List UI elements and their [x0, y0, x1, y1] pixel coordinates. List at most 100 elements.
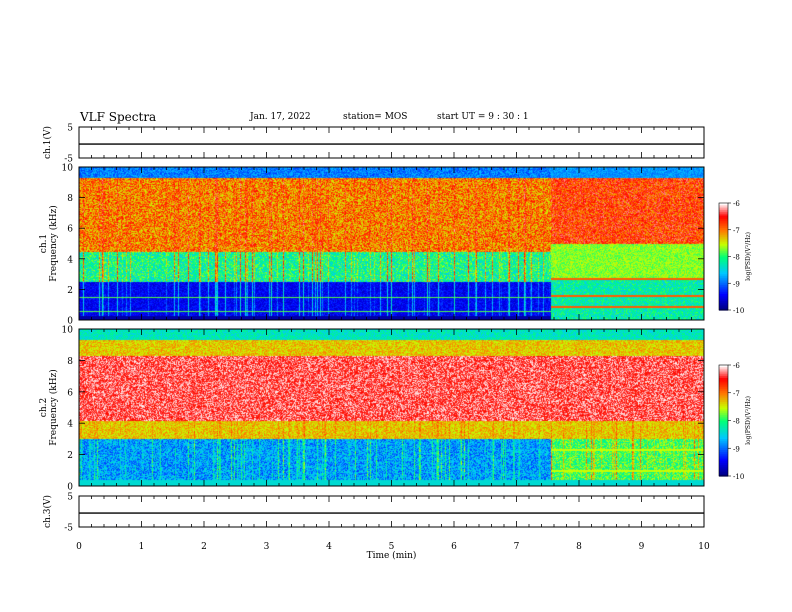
- ch1-spectrogram-ylabel-frequency: Frequency (kHz): [48, 205, 59, 282]
- colorbar-cell: [719, 383, 728, 386]
- colorbar-cell: [719, 416, 728, 420]
- colorbar-cell: [719, 256, 728, 259]
- ch1-spectrogram-ylabel-channel: ch.1: [39, 234, 49, 253]
- y-tick-label: -5: [64, 155, 73, 165]
- spectrogram-image-ch1: [79, 167, 704, 320]
- colorbar-cell: [719, 245, 728, 249]
- x-tick-label: 2: [201, 542, 207, 552]
- colorbar-cell: [719, 224, 728, 227]
- colorbar-cell: [719, 267, 728, 270]
- station-label: station= MOS: [343, 112, 408, 122]
- colorbar-cell: [719, 370, 728, 373]
- colorbar-cell: [719, 398, 728, 401]
- colorbar-cell: [719, 474, 728, 477]
- colorbar-cell: [719, 231, 728, 234]
- y-tick-label: 4: [67, 255, 73, 265]
- colorbar-cell: [719, 468, 728, 472]
- colorbar-cell: [719, 461, 728, 464]
- colorbar-label: log(PSD)(V²/Hz): [745, 396, 752, 445]
- colorbar-cell: [719, 226, 728, 229]
- y-tick-label: 10: [62, 164, 74, 174]
- colorbar-cell: [719, 463, 728, 466]
- colorbar-cell: [719, 450, 728, 453]
- colorbar-cell: [719, 301, 728, 304]
- colorbar-cell: [719, 286, 728, 290]
- colorbar-cell: [719, 203, 728, 206]
- colorbar-cell: [719, 437, 728, 440]
- colorbar-tick-label: -7: [733, 227, 740, 235]
- colorbar-cell: [719, 247, 728, 250]
- colorbar-cell: [719, 457, 728, 460]
- x-tick-label: 4: [326, 542, 332, 552]
- colorbar-cell: [719, 402, 728, 405]
- colorbar-cell: [719, 435, 728, 438]
- colorbar-cell: [719, 208, 728, 211]
- colorbar-cell: [719, 292, 728, 295]
- colorbar-cell: [719, 368, 728, 372]
- colorbar-label: log(PSD)(V²/Hz): [745, 232, 752, 281]
- colorbar-cell: [719, 204, 728, 208]
- colorbar-cell: [719, 470, 728, 473]
- colorbar-cell: [719, 387, 728, 390]
- colorbar-cell: [719, 374, 728, 377]
- colorbar-cell: [719, 295, 728, 299]
- colorbar-tick-label: -6: [733, 200, 740, 208]
- colorbar-cell: [719, 304, 728, 308]
- colorbar-cell: [719, 244, 728, 247]
- colorbar-cell: [719, 213, 728, 217]
- ch2-spectrogram-ylabel-frequency: Frequency (kHz): [48, 369, 59, 446]
- colorbar-cell: [719, 464, 728, 468]
- colorbar-tick-label: -8: [733, 418, 740, 426]
- colorbar-cell: [719, 448, 728, 451]
- colorbar-cell: [719, 442, 728, 446]
- colorbar-cell: [719, 258, 728, 261]
- colorbar-cell: [719, 411, 728, 414]
- y-tick-label: 10: [62, 326, 74, 336]
- colorbar-cell: [719, 211, 728, 215]
- colorbar-cell: [719, 277, 728, 281]
- colorbar-tick-label: -6: [733, 362, 740, 370]
- spectrogram-image-ch2: [79, 329, 704, 486]
- colorbar-cell: [719, 220, 728, 224]
- colorbar-cell: [719, 365, 728, 368]
- colorbar-cell: [719, 263, 728, 267]
- colorbar-cell: [719, 422, 728, 425]
- x-tick-label: 1: [139, 542, 145, 552]
- colorbar-cell: [719, 444, 728, 447]
- colorbar-cell: [719, 279, 728, 283]
- colorbar-cell: [719, 433, 728, 436]
- colorbar-tick-label: -10: [733, 307, 744, 315]
- colorbar-cell: [719, 427, 728, 431]
- colorbar-cell: [719, 276, 728, 279]
- colorbar-cell: [719, 233, 728, 236]
- y-tick-label: 6: [67, 225, 73, 235]
- start-time-label: start UT = 9 : 30 : 1: [437, 112, 529, 122]
- ch2-spectrogram-ylabel-channel: ch.2: [39, 398, 49, 417]
- colorbar-cell: [719, 472, 728, 475]
- colorbar-cell: [719, 372, 728, 375]
- colorbar-cell: [719, 455, 728, 459]
- x-tick-label: 5: [389, 542, 395, 552]
- colorbar-cell: [719, 413, 728, 416]
- colorbar-cell: [719, 366, 728, 370]
- y-tick-label: 0: [67, 317, 73, 327]
- colorbar-cell: [719, 446, 728, 449]
- colorbar-cell: [719, 210, 728, 213]
- colorbar-cell: [719, 392, 728, 396]
- colorbar-cell: [719, 424, 728, 427]
- colorbar-cell: [719, 297, 728, 300]
- colorbar-cell: [719, 453, 728, 457]
- colorbar-cell: [719, 252, 728, 256]
- colorbar-cell: [719, 302, 728, 306]
- y-tick-label: 8: [67, 194, 73, 204]
- colorbar-cell: [719, 206, 728, 209]
- colorbar-cell: [719, 420, 728, 423]
- y-tick-label: 2: [67, 286, 73, 296]
- colorbar-cell: [719, 466, 728, 470]
- colorbar-tick-label: -10: [733, 473, 744, 481]
- colorbar-cell: [719, 414, 728, 418]
- x-tick-label: 9: [639, 542, 645, 552]
- colorbar-cell: [719, 396, 728, 399]
- colorbar-cell: [719, 260, 728, 263]
